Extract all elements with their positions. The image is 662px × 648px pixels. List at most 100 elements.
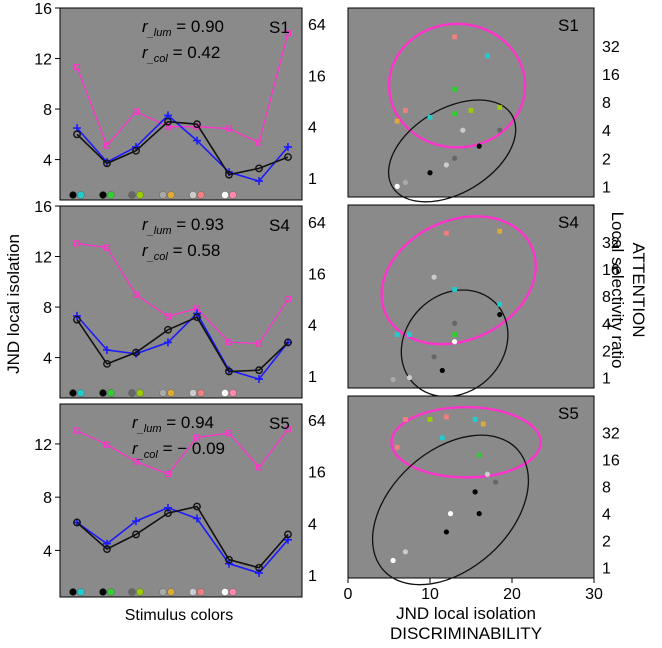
right-tick-label: 4	[308, 120, 317, 137]
left-tick-label: 8	[43, 102, 52, 119]
series-line	[76, 505, 289, 569]
stimulus-color-dot	[77, 191, 85, 199]
right-tick-label: 16	[602, 453, 620, 470]
data-point	[132, 458, 140, 465]
panel-background	[59, 205, 303, 399]
chromatic-ellipse	[380, 215, 537, 346]
r-lum-value: = 0.94	[166, 413, 214, 432]
subject-label: S1	[269, 18, 290, 37]
panel-background	[59, 7, 303, 201]
data-point	[103, 359, 111, 368]
correlation-annotation: r_lum = 0.90 r_col = 0.42	[142, 17, 224, 65]
data-point	[452, 320, 458, 326]
stimulus-color-dot	[99, 389, 107, 397]
data-point	[193, 136, 201, 145]
data-point	[443, 162, 449, 168]
data-point	[394, 183, 400, 189]
right-tick-label: 4	[308, 516, 317, 533]
series-line	[76, 120, 289, 176]
stimulus-color-dot	[167, 191, 175, 199]
data-point	[394, 332, 400, 337]
data-point	[427, 417, 433, 422]
data-point	[73, 518, 81, 527]
stimulus-color-dot	[128, 191, 136, 199]
series-line	[76, 32, 289, 147]
data-point	[427, 114, 433, 120]
data-point	[103, 346, 111, 354]
data-point	[132, 291, 140, 298]
left-tick-label: 12	[34, 250, 52, 267]
data-point	[164, 509, 172, 518]
series-line	[76, 506, 289, 574]
data-point	[284, 426, 292, 433]
data-point	[484, 471, 490, 477]
stimulus-color-dot	[189, 389, 197, 397]
panel-background	[347, 7, 595, 198]
data-point	[103, 142, 111, 149]
data-point	[493, 479, 499, 485]
stimulus-color-dot	[159, 191, 167, 199]
data-point	[444, 414, 449, 420]
stimulus-color-dot	[107, 191, 115, 199]
stimulus-color-dot	[229, 389, 237, 397]
stimulus-color-dot	[136, 191, 144, 199]
series-magenta	[73, 240, 292, 347]
right-tick-label: 1	[308, 568, 317, 585]
right-tick-label: 16	[308, 266, 326, 283]
stimulus-color-dot	[189, 191, 197, 199]
right-x-label-2: DISCRIMINABILITY	[390, 624, 542, 643]
stimulus-color-dot	[229, 191, 237, 199]
right-tick-label: 1	[602, 179, 611, 196]
data-point	[443, 529, 449, 535]
chromatic-ellipse	[387, 22, 527, 149]
right-tick-label: 1	[308, 171, 317, 188]
data-point	[225, 430, 233, 437]
data-point	[452, 287, 457, 292]
x-tick-label: 0	[344, 586, 353, 603]
stimulus-color-dot	[159, 588, 167, 596]
data-point	[403, 108, 408, 113]
right-tick-label: 32	[602, 426, 620, 443]
correlation-annotation: r_lum = 0.94 r_col = − 0.09	[132, 413, 225, 461]
stimulus-color-dot	[69, 588, 77, 596]
series-black	[73, 117, 292, 179]
right-tick-label: 1	[308, 369, 317, 386]
stimulus-color-dot	[221, 389, 229, 397]
series-black	[73, 313, 292, 376]
data-point	[407, 332, 412, 337]
right-y-label-2: Local selectivity ratio	[608, 212, 627, 369]
data-point	[284, 295, 292, 303]
data-point	[103, 545, 111, 553]
right-tick-label: 4	[602, 316, 611, 333]
data-point	[164, 123, 172, 130]
data-point	[431, 354, 437, 360]
left-tick-label: 4	[43, 543, 52, 560]
data-point	[132, 348, 140, 357]
data-point	[468, 108, 474, 113]
data-point	[164, 338, 172, 347]
data-point	[403, 417, 408, 422]
data-point	[225, 555, 233, 564]
panel-background	[347, 204, 595, 389]
data-point	[472, 489, 478, 495]
series-line	[76, 312, 289, 381]
stimulus-color-dot	[99, 588, 107, 596]
luminance-ellipse	[387, 99, 517, 203]
data-point	[394, 118, 400, 124]
data-point	[73, 427, 81, 434]
data-point	[193, 502, 201, 511]
data-point	[193, 313, 201, 322]
correlation-annotation: r_lum = 0.93 r_col = 0.58	[142, 215, 224, 263]
data-point	[255, 563, 263, 572]
data-point	[225, 559, 233, 568]
data-point	[452, 155, 458, 161]
left-tick-label: 12	[34, 437, 52, 454]
data-point	[497, 228, 503, 234]
right-tick-label: 4	[602, 507, 611, 524]
left-tick-label: 8	[43, 490, 52, 507]
data-point	[284, 153, 292, 161]
line-panel-s4: 4 8 12 16 1 4 16 64 S4 r_lum = 0.93 r_col = 0.58	[34, 199, 326, 399]
stimulus-color-dot	[167, 389, 175, 397]
series-line	[76, 242, 289, 345]
